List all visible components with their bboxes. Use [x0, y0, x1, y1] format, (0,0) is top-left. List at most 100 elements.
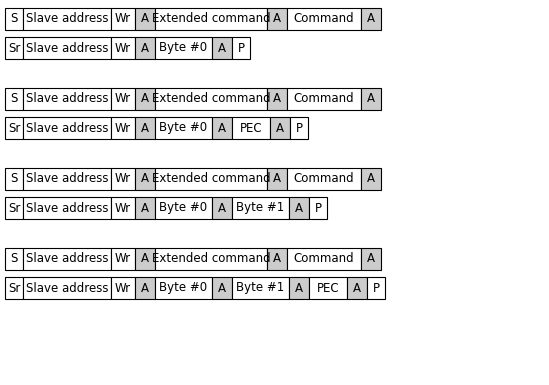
Text: A: A: [141, 281, 149, 295]
Text: Sr: Sr: [8, 281, 20, 295]
Bar: [232, 37, 250, 59]
Bar: [23, 168, 111, 190]
Text: P: P: [373, 281, 379, 295]
Bar: [111, 117, 135, 139]
Bar: [232, 277, 289, 299]
Bar: [23, 88, 111, 110]
Bar: [287, 168, 361, 190]
Bar: [111, 197, 135, 219]
Bar: [135, 37, 155, 59]
Bar: [135, 88, 155, 110]
Bar: [23, 277, 111, 299]
Text: A: A: [141, 201, 149, 214]
Bar: [212, 117, 232, 139]
Bar: [361, 168, 381, 190]
Text: Command: Command: [294, 92, 354, 105]
Text: A: A: [218, 42, 226, 55]
Bar: [287, 8, 361, 30]
Bar: [212, 277, 232, 299]
Bar: [111, 248, 135, 270]
Bar: [111, 8, 135, 30]
Text: Extended command: Extended command: [152, 172, 270, 186]
Bar: [290, 117, 308, 139]
Text: P: P: [238, 42, 244, 55]
Bar: [309, 197, 327, 219]
Text: Wr: Wr: [115, 12, 131, 25]
Text: Wr: Wr: [115, 201, 131, 214]
Text: S: S: [10, 12, 18, 25]
Text: Byte #0: Byte #0: [159, 122, 208, 134]
Text: Slave address: Slave address: [26, 122, 108, 134]
Bar: [212, 197, 232, 219]
Text: PEC: PEC: [240, 122, 262, 134]
Bar: [361, 88, 381, 110]
Bar: [155, 117, 212, 139]
Text: A: A: [367, 253, 375, 266]
Text: Byte #1: Byte #1: [237, 281, 284, 295]
Bar: [5, 248, 23, 270]
Bar: [111, 168, 135, 190]
Text: Slave address: Slave address: [26, 201, 108, 214]
Text: Byte #0: Byte #0: [159, 281, 208, 295]
Text: S: S: [10, 253, 18, 266]
Bar: [267, 8, 287, 30]
Bar: [361, 248, 381, 270]
Text: A: A: [141, 92, 149, 105]
Text: P: P: [315, 201, 322, 214]
Text: A: A: [367, 92, 375, 105]
Text: A: A: [141, 253, 149, 266]
Text: A: A: [218, 281, 226, 295]
Bar: [23, 248, 111, 270]
Text: A: A: [367, 12, 375, 25]
Bar: [155, 88, 267, 110]
Text: Command: Command: [294, 12, 354, 25]
Bar: [367, 277, 385, 299]
Bar: [5, 277, 23, 299]
Bar: [212, 37, 232, 59]
Bar: [155, 248, 267, 270]
Bar: [135, 168, 155, 190]
Text: Sr: Sr: [8, 122, 20, 134]
Bar: [111, 37, 135, 59]
Bar: [111, 88, 135, 110]
Bar: [267, 168, 287, 190]
Text: Byte #1: Byte #1: [237, 201, 284, 214]
Bar: [155, 8, 267, 30]
Bar: [135, 8, 155, 30]
Text: Slave address: Slave address: [26, 172, 108, 186]
Text: A: A: [367, 172, 375, 186]
Text: A: A: [141, 12, 149, 25]
Text: A: A: [273, 12, 281, 25]
Bar: [5, 8, 23, 30]
Text: A: A: [295, 281, 303, 295]
Bar: [5, 88, 23, 110]
Text: Slave address: Slave address: [26, 281, 108, 295]
Text: Slave address: Slave address: [26, 253, 108, 266]
Text: A: A: [141, 122, 149, 134]
Bar: [289, 277, 309, 299]
Text: A: A: [273, 92, 281, 105]
Text: Wr: Wr: [115, 253, 131, 266]
Bar: [270, 117, 290, 139]
Bar: [23, 117, 111, 139]
Bar: [155, 277, 212, 299]
Text: Slave address: Slave address: [26, 12, 108, 25]
Bar: [5, 168, 23, 190]
Text: Extended command: Extended command: [152, 92, 270, 105]
Text: Slave address: Slave address: [26, 42, 108, 55]
Bar: [5, 117, 23, 139]
Bar: [155, 37, 212, 59]
Bar: [5, 197, 23, 219]
Bar: [23, 37, 111, 59]
Text: Wr: Wr: [115, 172, 131, 186]
Bar: [309, 277, 347, 299]
Bar: [135, 248, 155, 270]
Bar: [267, 88, 287, 110]
Text: Sr: Sr: [8, 201, 20, 214]
Text: Wr: Wr: [115, 122, 131, 134]
Bar: [155, 168, 267, 190]
Text: A: A: [141, 172, 149, 186]
Text: A: A: [273, 253, 281, 266]
Text: Wr: Wr: [115, 92, 131, 105]
Bar: [361, 8, 381, 30]
